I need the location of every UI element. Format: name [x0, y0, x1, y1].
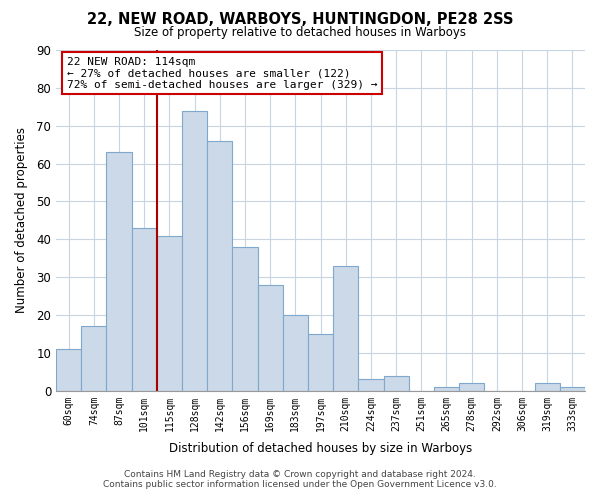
Bar	[459, 383, 484, 391]
Bar	[333, 266, 358, 391]
Text: 22 NEW ROAD: 114sqm
← 27% of detached houses are smaller (122)
72% of semi-detac: 22 NEW ROAD: 114sqm ← 27% of detached ho…	[67, 57, 377, 90]
Bar	[182, 110, 207, 391]
Text: Size of property relative to detached houses in Warboys: Size of property relative to detached ho…	[134, 26, 466, 39]
Bar	[131, 228, 157, 391]
Bar	[257, 285, 283, 391]
Bar	[434, 387, 459, 391]
Bar	[81, 326, 106, 391]
Bar	[157, 236, 182, 391]
Text: Contains HM Land Registry data © Crown copyright and database right 2024.
Contai: Contains HM Land Registry data © Crown c…	[103, 470, 497, 489]
Bar	[535, 383, 560, 391]
Bar	[308, 334, 333, 391]
Y-axis label: Number of detached properties: Number of detached properties	[15, 128, 28, 314]
Bar	[383, 376, 409, 391]
Bar	[207, 141, 232, 391]
X-axis label: Distribution of detached houses by size in Warboys: Distribution of detached houses by size …	[169, 442, 472, 455]
Bar	[358, 380, 383, 391]
Bar	[283, 315, 308, 391]
Bar	[560, 387, 585, 391]
Bar	[106, 152, 131, 391]
Bar	[232, 247, 257, 391]
Text: 22, NEW ROAD, WARBOYS, HUNTINGDON, PE28 2SS: 22, NEW ROAD, WARBOYS, HUNTINGDON, PE28 …	[87, 12, 513, 28]
Bar	[56, 349, 81, 391]
